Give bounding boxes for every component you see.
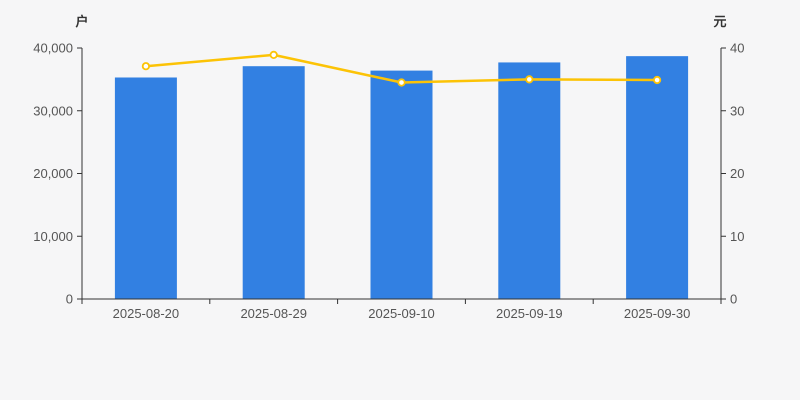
left-axis-tick-label: 10,000	[33, 229, 73, 244]
plot-area: 0 0 10,000 10 20,000 20 30,000 30 40,000 40 2025-0…	[33, 41, 744, 322]
bar[interactable]	[498, 62, 561, 300]
x-axis-category-label: 2025-08-20	[113, 306, 180, 321]
bar[interactable]	[242, 66, 305, 299]
right-axis-tick-label: 10	[730, 229, 744, 244]
x-axis-category-label: 2025-08-29	[240, 306, 307, 321]
bar[interactable]	[370, 70, 433, 299]
line-point[interactable]	[525, 75, 534, 84]
line-point[interactable]	[652, 75, 662, 85]
left-axis-title: 户	[75, 14, 88, 29]
line-point[interactable]	[269, 50, 278, 60]
left-axis-tick-label: 30,000	[33, 103, 73, 118]
x-axis-category-label: 2025-09-19	[496, 306, 563, 321]
right-axis-tick-label: 0	[730, 292, 737, 307]
left-axis-tick-label: 40,000	[33, 41, 73, 56]
line-point[interactable]	[397, 78, 406, 87]
x-axis-category-label: 2025-09-10	[368, 306, 435, 321]
right-axis-tick-label: 20	[730, 166, 744, 181]
left-axis-tick-label: 20,000	[33, 166, 73, 181]
bar[interactable]	[626, 56, 689, 299]
right-axis-title: 元	[713, 14, 726, 29]
right-axis-tick-label: 30	[730, 103, 744, 118]
right-axis-tick-label: 40	[730, 41, 744, 56]
line-point[interactable]	[141, 62, 150, 71]
x-axis-category-label: 2025-09-30	[624, 306, 691, 321]
bar[interactable]	[114, 77, 177, 300]
left-axis-tick-label: 0	[66, 292, 73, 307]
